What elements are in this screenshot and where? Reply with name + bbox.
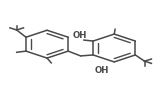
Text: OH: OH <box>95 66 109 75</box>
Text: OH: OH <box>72 31 87 40</box>
